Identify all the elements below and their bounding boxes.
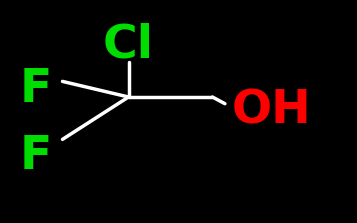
Text: F: F: [20, 134, 52, 179]
Text: F: F: [20, 67, 52, 112]
Text: Cl: Cl: [103, 22, 154, 67]
Text: OH: OH: [231, 89, 311, 134]
